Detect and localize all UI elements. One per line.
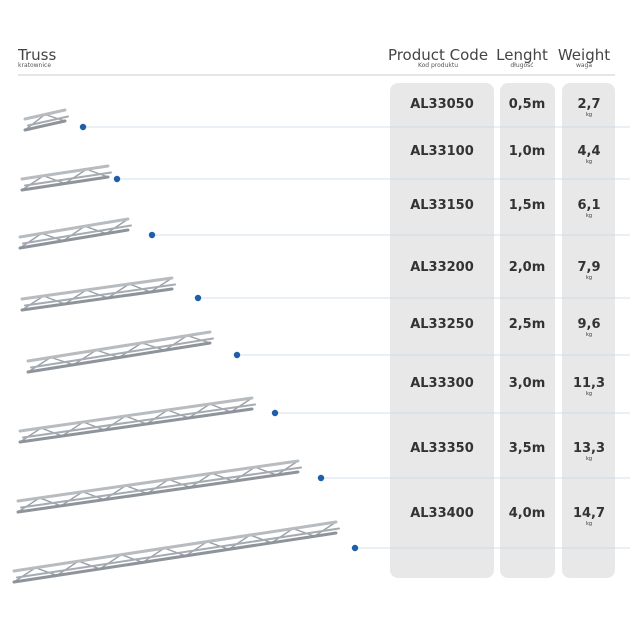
weight: 4,4 [577,144,600,159]
truss-image [12,520,340,584]
weight-unit: kg [586,275,592,281]
truss-tube [20,175,110,192]
truss-brace [21,277,173,311]
truss-brace [19,397,253,443]
truss-brace [13,521,337,583]
truss-tube [24,171,112,187]
code-column [390,83,494,578]
weight: 7,9 [577,260,600,275]
product-code: AL33300 [410,376,474,391]
weight: 9,6 [577,317,600,332]
weight: 2,7 [577,97,600,112]
product-code: AL33250 [410,317,474,332]
truss-tube [24,283,176,307]
truss-tube [16,527,340,579]
weight: 13,3 [573,441,605,456]
weight: 14,7 [573,506,605,521]
leaders [83,126,630,549]
dot [79,123,87,131]
weight: 6,1 [577,198,600,213]
weight-unit: kg [586,332,592,338]
header-subtitle: kratownice [18,62,51,69]
length: 4,0m [509,506,546,521]
length: 0,5m [509,97,546,112]
length: 3,5m [509,441,546,456]
product-code: AL33050 [410,97,474,112]
header-title: Lenght [496,46,548,64]
length: 1,5m [509,198,546,213]
truss-image [18,217,132,250]
weight-unit: kg [586,521,592,527]
truss-tube [27,115,69,127]
truss-tube [23,108,67,121]
truss-tube [30,337,214,369]
truss-tube [18,228,130,250]
truss-tube [22,403,256,439]
truss-tube [18,407,254,444]
length: 2,5m [509,317,546,332]
product-code: AL33200 [410,260,474,275]
truss-tube [20,276,174,301]
truss-tube [12,531,338,584]
header-subtitle: waga [576,62,592,69]
length: 1,0m [509,144,546,159]
truss-brace [19,218,129,249]
length: 3,0m [509,376,546,391]
truss-image [20,164,112,192]
truss-tube [23,119,67,132]
dot [113,175,121,183]
truss-brace [17,460,299,513]
weight-unit: kg [586,456,592,462]
header-title: Product Code [388,46,488,64]
truss-tube [26,341,212,374]
product-code: AL33350 [410,441,474,456]
truss-tube [18,396,254,433]
dot [351,544,359,552]
truss-tube [22,224,132,245]
dot [317,474,325,482]
product-code: AL33150 [410,198,474,213]
weight-unit: kg [586,213,592,219]
weight-unit: kg [586,112,592,118]
length: 2,0m [509,260,546,275]
weight: 11,3 [573,376,605,391]
truss-tube [20,164,110,181]
dot [194,294,202,302]
truss-image [20,276,176,312]
truss-tube [26,330,212,363]
truss-image [23,108,69,132]
header-subtitle: Kod produktu [418,62,458,69]
truss-image [18,396,256,444]
truss-tube [18,217,130,239]
truss-image [16,459,302,514]
truss-tube [16,470,300,514]
weight-column [562,83,615,578]
truss-tube [20,466,302,509]
dot [271,409,279,417]
product-code: AL33400 [410,506,474,521]
header-title: Truss [17,46,56,64]
truss-tube [16,459,300,503]
product-code: AL33100 [410,144,474,159]
header-subtitle: długość [510,62,533,69]
truss-tube [12,520,338,573]
truss-tube [20,287,174,312]
header-title: Weight [558,46,610,64]
dot [148,231,156,239]
dot [233,351,241,359]
weight-unit: kg [586,159,592,165]
length-column [500,83,555,578]
weight-unit: kg [586,391,592,397]
truss-image [26,330,214,374]
